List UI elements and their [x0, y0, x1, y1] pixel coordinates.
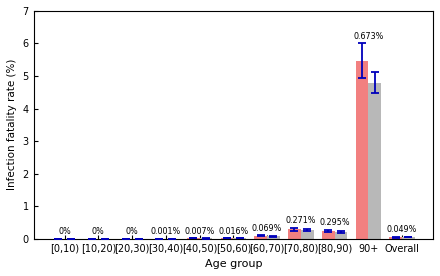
Y-axis label: Infection fatality rate (%): Infection fatality rate (%) [7, 59, 17, 190]
Bar [233, 238, 246, 239]
Bar [254, 236, 267, 239]
Bar [322, 231, 334, 239]
Text: 0.271%: 0.271% [286, 216, 316, 225]
Text: 0%: 0% [92, 227, 105, 236]
Bar [389, 237, 402, 239]
Bar [288, 229, 301, 239]
Text: 0.001%: 0.001% [151, 227, 181, 236]
Text: 0.016%: 0.016% [218, 227, 249, 236]
Bar [220, 238, 233, 239]
Text: 0.069%: 0.069% [252, 224, 282, 233]
Text: 0%: 0% [126, 227, 139, 236]
Bar [402, 237, 415, 239]
Bar [301, 230, 314, 239]
Bar [334, 232, 348, 239]
Bar [356, 61, 368, 239]
Text: 0.049%: 0.049% [387, 225, 417, 234]
Text: 0.673%: 0.673% [353, 32, 384, 41]
Text: 0.007%: 0.007% [184, 227, 215, 236]
Bar [368, 83, 381, 239]
X-axis label: Age group: Age group [205, 259, 262, 269]
Text: 0.295%: 0.295% [319, 218, 350, 227]
Bar [267, 236, 280, 239]
Text: 0%: 0% [58, 227, 71, 236]
